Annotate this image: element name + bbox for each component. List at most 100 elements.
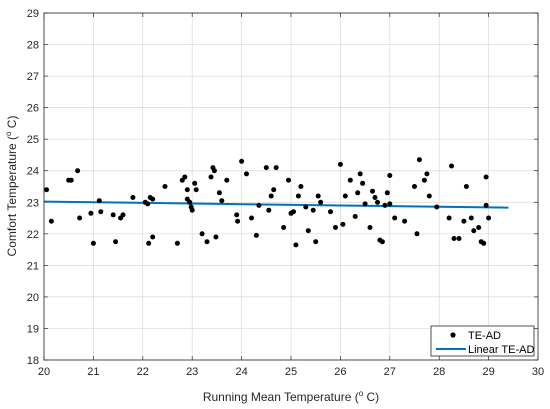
data-point <box>347 177 353 183</box>
data-point <box>387 201 393 207</box>
data-point <box>483 202 489 208</box>
data-point <box>463 184 469 189</box>
data-point <box>271 187 277 193</box>
data-point <box>77 215 83 221</box>
data-point <box>360 180 366 186</box>
data-point <box>208 174 214 180</box>
data-point <box>98 209 104 215</box>
y-axis-label: Comfort Temperature (o C) <box>4 116 19 257</box>
data-point <box>446 215 452 221</box>
data-point <box>90 240 96 246</box>
data-point <box>193 187 199 193</box>
data-point <box>88 210 94 216</box>
data-point <box>372 195 378 200</box>
data-point <box>286 177 291 183</box>
data-point <box>293 242 299 248</box>
data-point <box>370 188 375 194</box>
scatter-series <box>44 157 492 248</box>
data-point <box>476 225 482 230</box>
x-tick-label: 20 <box>38 366 50 378</box>
data-point <box>481 240 487 246</box>
data-point <box>113 239 119 245</box>
data-point <box>174 240 180 246</box>
data-point <box>219 198 225 204</box>
data-point <box>68 177 74 183</box>
x-axis-label: Running Mean Temperature (o C) <box>203 389 379 404</box>
data-point <box>211 168 217 174</box>
x-tick-label: 27 <box>384 366 396 378</box>
y-tick-label: 24 <box>27 166 39 178</box>
y-tick-label: 21 <box>27 260 39 272</box>
y-tick-label: 22 <box>27 229 39 241</box>
data-point <box>318 199 324 205</box>
data-point <box>310 207 316 213</box>
x-tick-label: 25 <box>285 366 297 378</box>
data-point <box>355 190 361 196</box>
data-point <box>451 236 457 241</box>
y-tick-label: 25 <box>27 134 39 146</box>
y-tick-label: 27 <box>27 71 39 83</box>
data-point <box>263 165 269 171</box>
data-point <box>483 174 489 180</box>
data-point <box>352 214 358 219</box>
data-point <box>414 231 420 237</box>
data-point <box>146 240 152 246</box>
data-point <box>362 201 368 207</box>
data-point <box>120 212 126 218</box>
data-point <box>434 204 440 210</box>
data-point <box>315 193 321 199</box>
data-point <box>456 236 462 241</box>
data-point <box>244 171 249 177</box>
data-point <box>235 218 241 224</box>
data-point <box>48 218 54 224</box>
data-point <box>298 184 304 189</box>
data-point <box>189 207 195 213</box>
data-point <box>273 165 279 171</box>
data-point <box>44 187 49 193</box>
x-tick-label: 22 <box>137 366 149 378</box>
data-point <box>486 215 492 221</box>
data-point <box>303 204 309 210</box>
data-point <box>130 195 136 200</box>
data-point <box>416 157 422 163</box>
data-point <box>266 207 272 213</box>
x-tick-label: 23 <box>186 366 198 378</box>
data-point <box>182 174 188 180</box>
data-point <box>150 196 156 202</box>
data-point <box>216 190 222 196</box>
data-point <box>382 202 388 208</box>
x-tick-label: 28 <box>433 366 445 378</box>
data-point <box>145 201 151 207</box>
data-point <box>110 212 116 218</box>
y-tick-label: 23 <box>27 197 39 209</box>
data-point <box>204 239 210 245</box>
y-tick-label: 29 <box>27 8 39 20</box>
data-point <box>379 239 385 245</box>
x-tick-label: 26 <box>334 366 346 378</box>
data-point <box>471 228 477 234</box>
data-point <box>412 184 417 189</box>
data-point <box>402 218 408 224</box>
y-tick-label: 26 <box>27 103 39 115</box>
data-point <box>187 199 193 205</box>
data-point <box>249 215 254 221</box>
data-point <box>337 161 343 167</box>
tick-labels: 20 21 22 23 24 25 26 27 28 29 30 18 19 20 21 22 23 24 25 26… <box>27 8 544 378</box>
data-point <box>449 163 454 169</box>
data-point <box>421 177 427 183</box>
legend-marker-te-ad <box>450 332 456 338</box>
x-tick-label: 21 <box>87 366 99 378</box>
x-tick-label: 29 <box>482 366 494 378</box>
data-point <box>468 215 474 221</box>
data-point <box>333 225 338 230</box>
data-point <box>424 171 430 177</box>
y-tick-label: 28 <box>27 40 39 52</box>
data-point <box>305 228 311 234</box>
data-point <box>291 209 296 215</box>
data-point <box>342 193 348 199</box>
legend-label-linear-te-ad: Linear TE-AD <box>468 344 534 356</box>
data-point <box>387 173 393 178</box>
data-point <box>184 187 190 193</box>
data-point <box>75 168 81 174</box>
data-point <box>313 239 319 245</box>
